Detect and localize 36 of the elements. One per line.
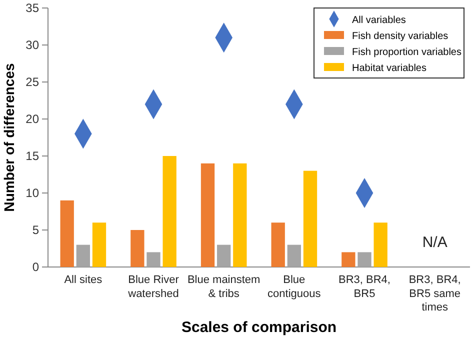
legend-label: Fish density variables bbox=[352, 31, 448, 42]
y-tick-label: 15 bbox=[26, 148, 40, 163]
x-tick-label: BR3, BR4, BR5 same times bbox=[408, 274, 461, 314]
bar bbox=[146, 252, 160, 267]
bar bbox=[130, 230, 144, 267]
legend-label: Fish proportion variables bbox=[352, 47, 462, 58]
legend-label: All variables bbox=[352, 15, 406, 26]
bar bbox=[303, 170, 318, 267]
bar bbox=[162, 156, 176, 267]
bar bbox=[374, 222, 388, 267]
bar bbox=[60, 200, 74, 267]
bar bbox=[233, 163, 247, 267]
bar bbox=[358, 252, 372, 267]
x-tick-label: BR3, BR4, BR5 bbox=[338, 274, 390, 300]
y-tick-label: 0 bbox=[32, 260, 40, 274]
annotation: N/A bbox=[422, 234, 448, 251]
bar bbox=[342, 252, 356, 267]
x-axis-title: Scales of comparison bbox=[181, 319, 337, 336]
y-tick-label: 30 bbox=[26, 38, 40, 52]
y-tick-label: 5 bbox=[32, 222, 40, 237]
x-tick-label: Blue mainstem & tribs bbox=[187, 274, 260, 300]
bar bbox=[76, 244, 90, 267]
y-axis-title: Number of differences bbox=[1, 62, 17, 212]
bar bbox=[92, 222, 106, 267]
x-tick-label: Blue contiguous bbox=[268, 274, 322, 300]
y-tick-label: 10 bbox=[26, 186, 40, 200]
y-tick-label: 20 bbox=[26, 112, 40, 126]
y-tick-label: 35 bbox=[26, 0, 40, 15]
bar bbox=[271, 222, 285, 267]
bar bbox=[200, 163, 215, 267]
x-tick-label: Blue River watershed bbox=[127, 274, 180, 300]
bar bbox=[287, 244, 301, 267]
x-tick-label: All sites bbox=[64, 274, 103, 286]
bar bbox=[217, 244, 231, 267]
legend-label: Habitat variables bbox=[352, 63, 426, 74]
y-tick-label: 25 bbox=[26, 74, 40, 89]
